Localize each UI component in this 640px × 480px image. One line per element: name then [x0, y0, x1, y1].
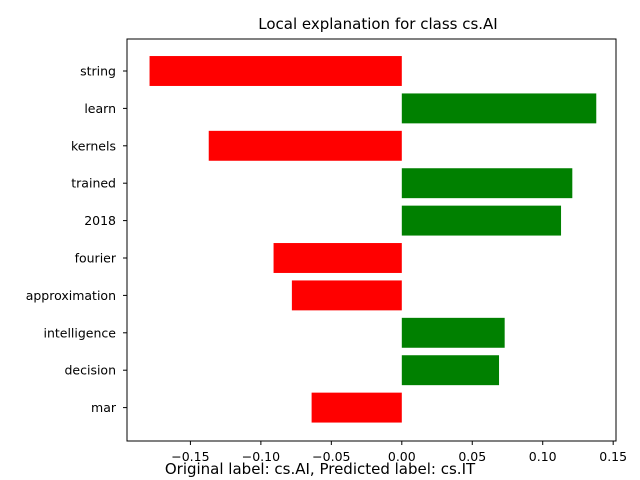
x-axis-ticks: −0.15 −0.10 −0.05 0.00 0.05 0.10 0.15: [171, 441, 627, 464]
chart-title: Local explanation for class cs.AI: [258, 15, 497, 33]
y-tick-label: trained: [71, 176, 116, 191]
bar-decision: [401, 355, 500, 386]
chart-caption: Original label: cs.AI, Predicted label: …: [165, 460, 476, 478]
bar-string: [149, 56, 402, 86]
y-tick-label: learn: [84, 101, 116, 116]
y-tick-label: 2018: [84, 213, 116, 228]
x-tick-label: 0.15: [599, 449, 627, 464]
x-tick-label: −0.15: [171, 449, 209, 464]
bar-mar: [311, 392, 402, 423]
y-tick-label: intelligence: [43, 325, 116, 340]
y-tick-label: mar: [91, 400, 117, 415]
x-tick-label: −0.05: [312, 449, 350, 464]
x-tick-label: 0.00: [388, 449, 416, 464]
y-tick-label: approximation: [26, 288, 116, 303]
bar-2018: [401, 205, 562, 236]
bar-learn: [401, 93, 597, 124]
x-tick-label: 0.10: [529, 449, 557, 464]
y-tick-label: fourier: [75, 251, 117, 266]
bar-kernels: [208, 130, 402, 161]
x-tick-label: −0.10: [242, 449, 280, 464]
bar-trained: [401, 168, 573, 199]
y-axis-ticks: string learn kernels trained 2018 fourier appr…: [26, 64, 127, 415]
x-tick-label: 0.05: [458, 449, 486, 464]
y-tick-label: decision: [64, 363, 116, 378]
plot-frame: [126, 38, 617, 442]
y-tick-label: kernels: [71, 138, 116, 153]
bar-intelligence: [401, 317, 505, 348]
bar-fourier: [273, 243, 402, 273]
bars-group: [149, 56, 597, 423]
bar-approximation: [291, 280, 402, 311]
y-tick-label: string: [80, 64, 116, 79]
